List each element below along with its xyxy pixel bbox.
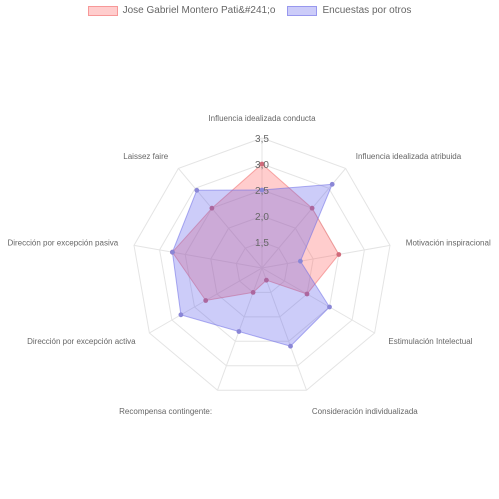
grid-spoke-4 bbox=[261, 267, 375, 334]
axis-label-3: Motivación inspiracional bbox=[406, 239, 491, 248]
data-point-s1-1 bbox=[259, 161, 265, 167]
tick-label-2: 2,0 bbox=[255, 212, 269, 223]
data-point-s2-8 bbox=[170, 249, 175, 255]
axis-label-1: Influencia idealizada conducta bbox=[208, 114, 316, 123]
grid-ring-2 bbox=[210, 215, 314, 318]
grid-spoke-8 bbox=[133, 244, 263, 269]
data-point-s2-6 bbox=[236, 329, 242, 334]
grid-spoke-6 bbox=[217, 267, 263, 391]
grid-spoke-9 bbox=[178, 168, 263, 269]
legend-item-series-2[interactable]: Encuestas por otros bbox=[287, 5, 411, 16]
data-point-s2-1 bbox=[259, 187, 265, 193]
data-point-s2-7 bbox=[178, 312, 184, 318]
legend-label-series-1: Jose Gabriel Montero Pati&#241;o bbox=[122, 5, 276, 16]
data-point-s2-2 bbox=[329, 181, 335, 187]
axis-label-7: Dirección por excepción activa bbox=[27, 337, 136, 346]
legend-label-series-2: Encuestas por otros bbox=[322, 5, 412, 16]
grid-ring-4 bbox=[159, 163, 365, 367]
axis-label-4: Estimulación Intelectual bbox=[388, 337, 472, 346]
grid-spoke-5 bbox=[261, 267, 307, 391]
series-area-1 bbox=[171, 163, 340, 302]
data-point-s1-4 bbox=[304, 291, 310, 297]
axis-label-9: Laissez faire bbox=[123, 152, 168, 161]
tick-label-5: 3,5 bbox=[255, 134, 269, 145]
legend: Jose Gabriel Montero Pati&#241;o Encuest… bbox=[0, 5, 499, 16]
data-point-s2-5 bbox=[288, 343, 293, 349]
legend-swatch-series-2 bbox=[287, 5, 318, 16]
data-point-s1-9 bbox=[209, 205, 215, 211]
data-point-s1-3 bbox=[336, 252, 342, 257]
data-point-s2-3 bbox=[298, 258, 303, 264]
axis-label-6: Recompensa contingente: bbox=[119, 407, 212, 416]
tick-label-4: 3,0 bbox=[255, 160, 269, 171]
tick-label-3: 2,5 bbox=[255, 186, 269, 197]
axis-label-2: Influencia idealizada atribuida bbox=[356, 152, 462, 161]
legend-swatch-series-1 bbox=[87, 5, 118, 16]
data-point-s2-4 bbox=[327, 304, 332, 310]
data-point-s1-2 bbox=[309, 205, 315, 211]
data-point-s2-9 bbox=[194, 187, 200, 193]
axis-label-8: Dirección por excepción pasiva bbox=[7, 239, 118, 248]
grid-ring-1 bbox=[235, 241, 289, 293]
tick-label-1: 1,5 bbox=[255, 238, 269, 249]
data-point-s1-7 bbox=[203, 298, 209, 303]
grid-ring-5 bbox=[133, 137, 391, 391]
grid-spoke-3 bbox=[261, 244, 391, 269]
legend-item-series-1[interactable]: Jose Gabriel Montero Pati&#241;o bbox=[87, 5, 276, 16]
data-point-s1-6 bbox=[250, 290, 256, 295]
data-point-s1-5 bbox=[264, 277, 269, 283]
series-area-2 bbox=[171, 183, 333, 347]
axis-label-5: Consideración individualizada bbox=[312, 407, 418, 416]
